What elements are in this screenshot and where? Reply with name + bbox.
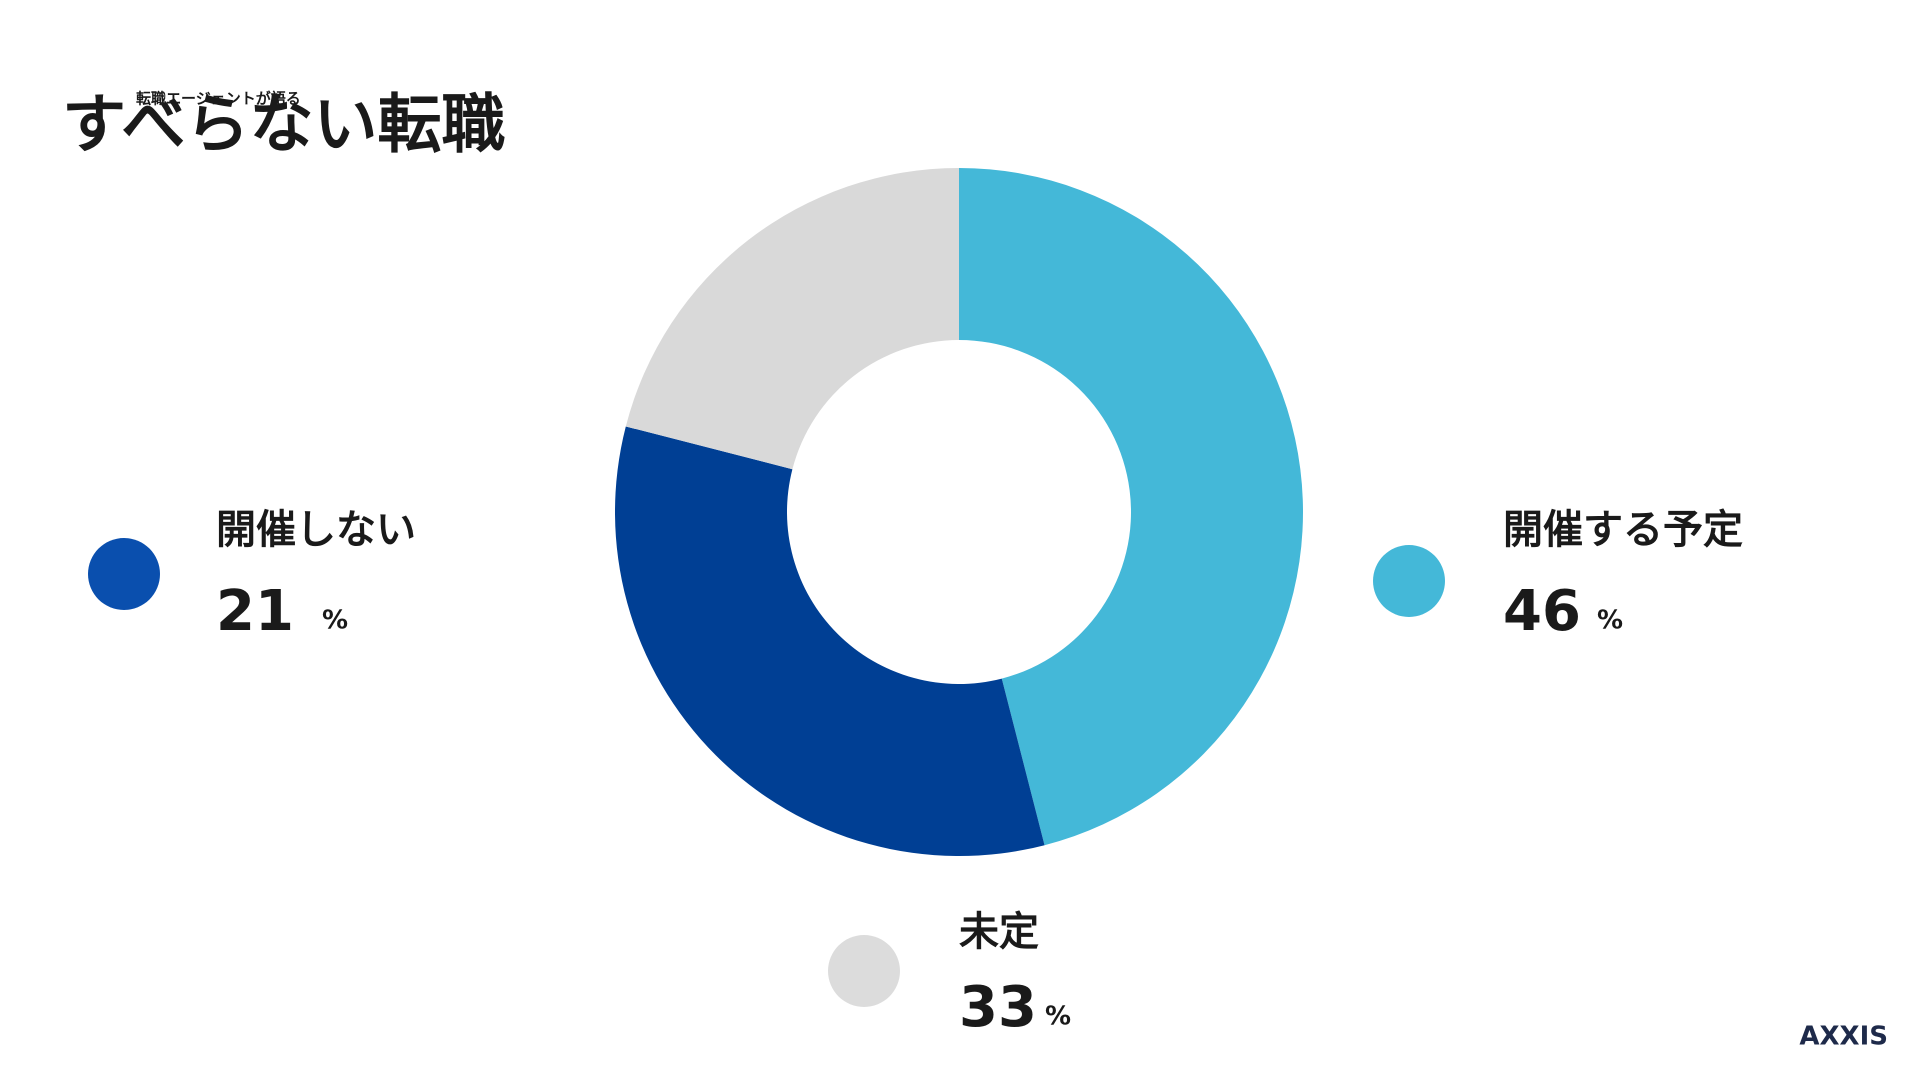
- brand-logo: AXXIS: [1799, 1022, 1888, 1052]
- donut-slice: [615, 426, 1045, 856]
- legend-label: 開催する予定: [1503, 507, 1743, 553]
- legend-dot: [1373, 545, 1445, 617]
- legend-label: 未定: [959, 909, 1039, 955]
- donut-slice: [959, 168, 1303, 846]
- value-unit: %: [1597, 606, 1623, 636]
- legend-label: 開催しない: [216, 507, 416, 553]
- logo-subtitle: 転職エージェントが語る: [136, 90, 301, 108]
- legend-dot: [828, 935, 900, 1007]
- legend-dot: [88, 538, 160, 610]
- value-unit: %: [322, 606, 348, 636]
- donut-slice: [625, 168, 959, 470]
- value-label: 21: [216, 579, 294, 644]
- value-unit: %: [1045, 1002, 1071, 1032]
- value-label: 46: [1503, 579, 1581, 644]
- logo-title: すべらない転職: [62, 88, 506, 163]
- value-label: 33: [959, 975, 1037, 1040]
